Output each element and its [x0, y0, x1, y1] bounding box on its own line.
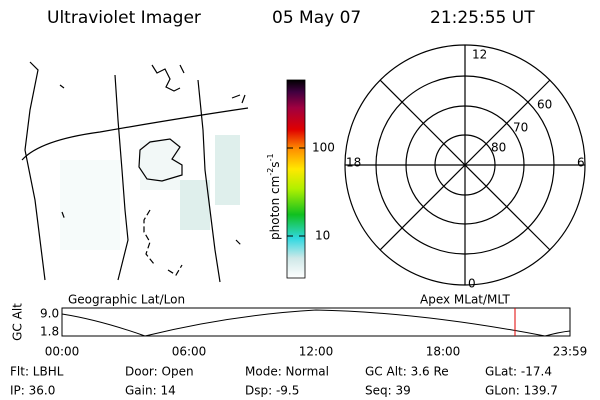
mlt-label: 6 — [577, 156, 585, 170]
altitude-curve — [61, 309, 571, 337]
time-tick-label: 18:00 — [426, 345, 461, 359]
colorbar — [286, 79, 306, 279]
footer: Flt: LBHL Door: Open Mode: Normal GC Alt: 3… — [10, 365, 558, 398]
status-field: Mode: Normal — [245, 365, 329, 379]
time-tick-label: 06:00 — [172, 345, 207, 359]
status-field: Seq: 39 — [365, 384, 411, 398]
time-tick-label: 12:00 — [299, 345, 334, 359]
altitude-frame — [61, 307, 571, 337]
geographic-map — [21, 61, 249, 283]
colorbar-title: photon cm-2s-1 — [266, 153, 282, 240]
panel-label: Geographic Lat/Lon — [68, 293, 185, 307]
colorbar-title-sup: -2 — [266, 168, 275, 176]
altitude-tick-label: 9.0 — [40, 307, 59, 321]
colorbar-title-text: s — [268, 161, 282, 167]
status-field: GLon: 139.7 — [485, 384, 558, 398]
colorbar-tick-label: 10 — [315, 229, 330, 243]
colorbar-title-sup: -1 — [266, 153, 275, 161]
mlt-label: 12 — [472, 48, 487, 62]
colorbar-title-text: photon cm — [268, 176, 282, 240]
status-field: Flt: LBHL — [10, 365, 64, 379]
time-ticks: 00:00 06:00 12:00 18:00 23:59 — [45, 345, 588, 359]
date: 05 May 07 — [272, 8, 361, 28]
mlt-label: 0 — [468, 277, 476, 291]
status-field: IP: 36.0 — [10, 384, 55, 398]
status-field: Door: Open — [125, 365, 194, 379]
status-field: Gain: 14 — [125, 384, 176, 398]
title: Ultraviolet Imager — [47, 8, 201, 28]
polar-grid — [344, 44, 586, 286]
status-field: GLat: -17.4 — [485, 365, 552, 379]
time-tick-label: 23:59 — [553, 345, 588, 359]
colorbar-tick-label: 100 — [312, 141, 335, 155]
mlat-label: 60 — [537, 98, 552, 112]
mlt-label: 18 — [346, 156, 361, 170]
status-field: Dsp: -9.5 — [245, 384, 299, 398]
time-tick-label: 00:00 — [45, 345, 80, 359]
status-field: GC Alt: 3.6 Re — [365, 365, 449, 379]
mlat-label: 80 — [491, 141, 506, 155]
panel-label: Apex MLat/MLT — [420, 293, 510, 307]
altitude-tick-label: 1.8 — [40, 325, 59, 339]
altitude-axis-label: GC Alt — [11, 303, 25, 341]
time: 21:25:55 UT — [430, 8, 535, 28]
mlat-label: 70 — [513, 121, 528, 135]
